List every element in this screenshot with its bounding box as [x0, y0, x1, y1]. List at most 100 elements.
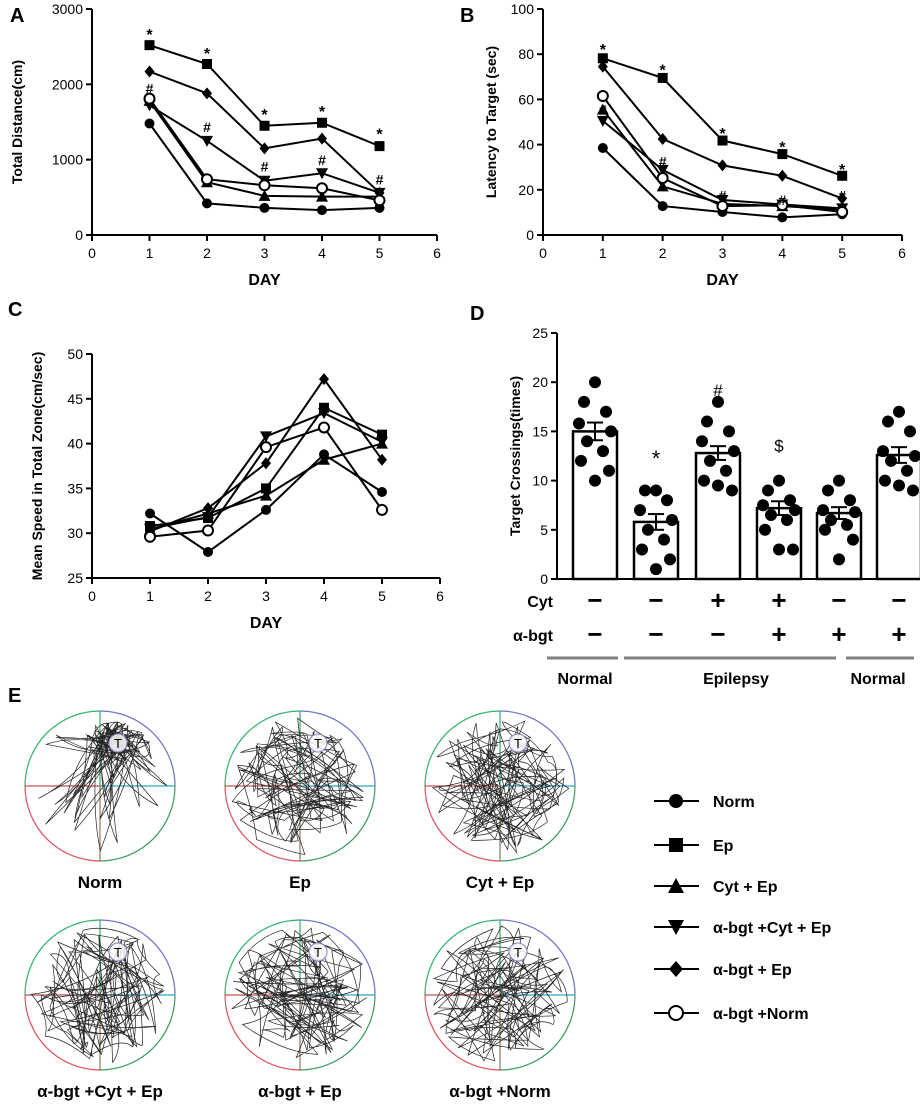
y-axis-label: Latency to Target (sec)	[483, 46, 499, 198]
significance-mark: #	[203, 119, 211, 135]
legend-marker	[669, 794, 683, 808]
target-platform	[508, 942, 528, 962]
data-point	[716, 200, 729, 213]
data-point	[316, 182, 328, 195]
bar	[694, 451, 742, 581]
data-point	[145, 508, 155, 519]
y-axis-label: Mean Speed in Total Zone(cm/sec)	[29, 352, 45, 580]
x-tick-label: 0	[88, 588, 96, 604]
target-label: T	[114, 736, 122, 751]
group-label: Normal	[850, 671, 905, 688]
track-caption: α-bgt +Cyt + Ep	[37, 1082, 163, 1101]
significance-mark: *	[839, 162, 846, 179]
legend-label: α-bgt +Norm	[713, 1006, 809, 1023]
x-tick-label: 6	[436, 588, 444, 604]
data-point	[723, 425, 735, 438]
data-point	[596, 90, 609, 103]
y-tick-label: 80	[518, 46, 534, 62]
data-point	[261, 483, 271, 494]
data-point	[712, 395, 724, 408]
pool-arc-top-right	[299, 919, 376, 996]
data-point	[825, 513, 837, 526]
data-point	[373, 194, 386, 207]
pool-arc-top-right	[499, 919, 576, 996]
legend-label: α-bgt + Ep	[713, 962, 792, 979]
legend-label: Ep	[713, 838, 734, 855]
target-platform	[108, 733, 128, 753]
y-axis-label: Target Crossings(times)	[507, 376, 523, 536]
target-label: T	[514, 945, 522, 960]
data-point	[597, 53, 608, 64]
x-tick-label: 4	[320, 588, 328, 604]
swim-path	[432, 925, 568, 1062]
chart-panel-b: 0 20 40 60 80 100 0 1 2 3 4 5 6 DAY Latency to Target …	[483, 1, 906, 289]
data-point	[777, 149, 788, 160]
data-point	[261, 504, 271, 515]
significance-mark: *	[146, 27, 153, 44]
treatment-sign: +	[771, 585, 786, 615]
data-point	[581, 435, 593, 448]
bar	[571, 430, 619, 581]
significance-mark: #	[599, 101, 607, 117]
series-line	[149, 44, 380, 148]
x-tick-label: 3	[262, 588, 270, 604]
y-tick-label: 60	[518, 91, 534, 107]
target-platform	[308, 733, 328, 753]
panel-label-e: E	[8, 685, 21, 707]
data-point	[318, 453, 330, 465]
data-point	[773, 543, 785, 556]
y-tick-label: 2000	[52, 76, 83, 92]
panel-label-d: D	[470, 303, 484, 325]
pool-arc-bottom-right	[499, 994, 576, 1071]
chart-panel-d: 0 5 10 15 20 25 Target Crossings(times) * # $ Cyt −…	[507, 325, 920, 688]
data-point	[777, 169, 788, 182]
data-point	[374, 141, 385, 152]
track-caption: α-bgt + Ep	[258, 1082, 342, 1101]
track-plot: Tα-bgt + Ep	[224, 919, 376, 1101]
data-point	[259, 202, 270, 213]
data-point	[773, 474, 785, 487]
treatment-sign: +	[831, 619, 846, 649]
legend-label: Cyt + Ep	[713, 879, 778, 896]
data-point	[143, 92, 156, 105]
y-tick-label: 40	[67, 436, 83, 452]
data-point	[882, 415, 894, 428]
data-point	[879, 474, 891, 487]
pool-arc-bottom-right	[99, 994, 176, 1071]
legend-item: Cyt + Ep	[654, 878, 778, 896]
x-axis-label: DAY	[248, 272, 281, 289]
data-point	[202, 58, 212, 69]
data-point	[258, 189, 271, 201]
panel-label-c: C	[8, 299, 22, 321]
pool-arc-top-left	[224, 919, 301, 996]
data-point	[376, 436, 388, 448]
data-point	[575, 454, 587, 467]
legend-marker	[668, 1005, 684, 1021]
data-point	[836, 205, 849, 218]
pool-arc-top-right	[99, 710, 176, 787]
target-label: T	[314, 945, 322, 960]
pool-arc-top-left	[424, 710, 501, 787]
significance-mark: #	[261, 159, 269, 175]
series-line	[602, 57, 843, 177]
data-point	[762, 484, 774, 497]
data-point	[837, 192, 848, 205]
data-point	[657, 201, 668, 212]
x-tick-label: 2	[203, 245, 211, 261]
swim-path	[38, 721, 168, 853]
legend-label: Norm	[713, 794, 755, 811]
pool-arc-bottom-right	[99, 785, 176, 862]
x-tick-label: 6	[433, 245, 441, 261]
track-caption: Ep	[289, 873, 311, 892]
data-point	[317, 132, 327, 145]
pool-arc-top-left	[424, 919, 501, 996]
data-point	[202, 87, 212, 100]
legend-marker	[669, 961, 683, 977]
treatment-sign: −	[587, 619, 602, 649]
data-point	[909, 450, 920, 462]
x-tick-label: 4	[318, 245, 326, 261]
data-point	[203, 547, 213, 558]
x-axis-label: DAY	[706, 272, 739, 289]
legend-item: Norm	[654, 794, 755, 811]
